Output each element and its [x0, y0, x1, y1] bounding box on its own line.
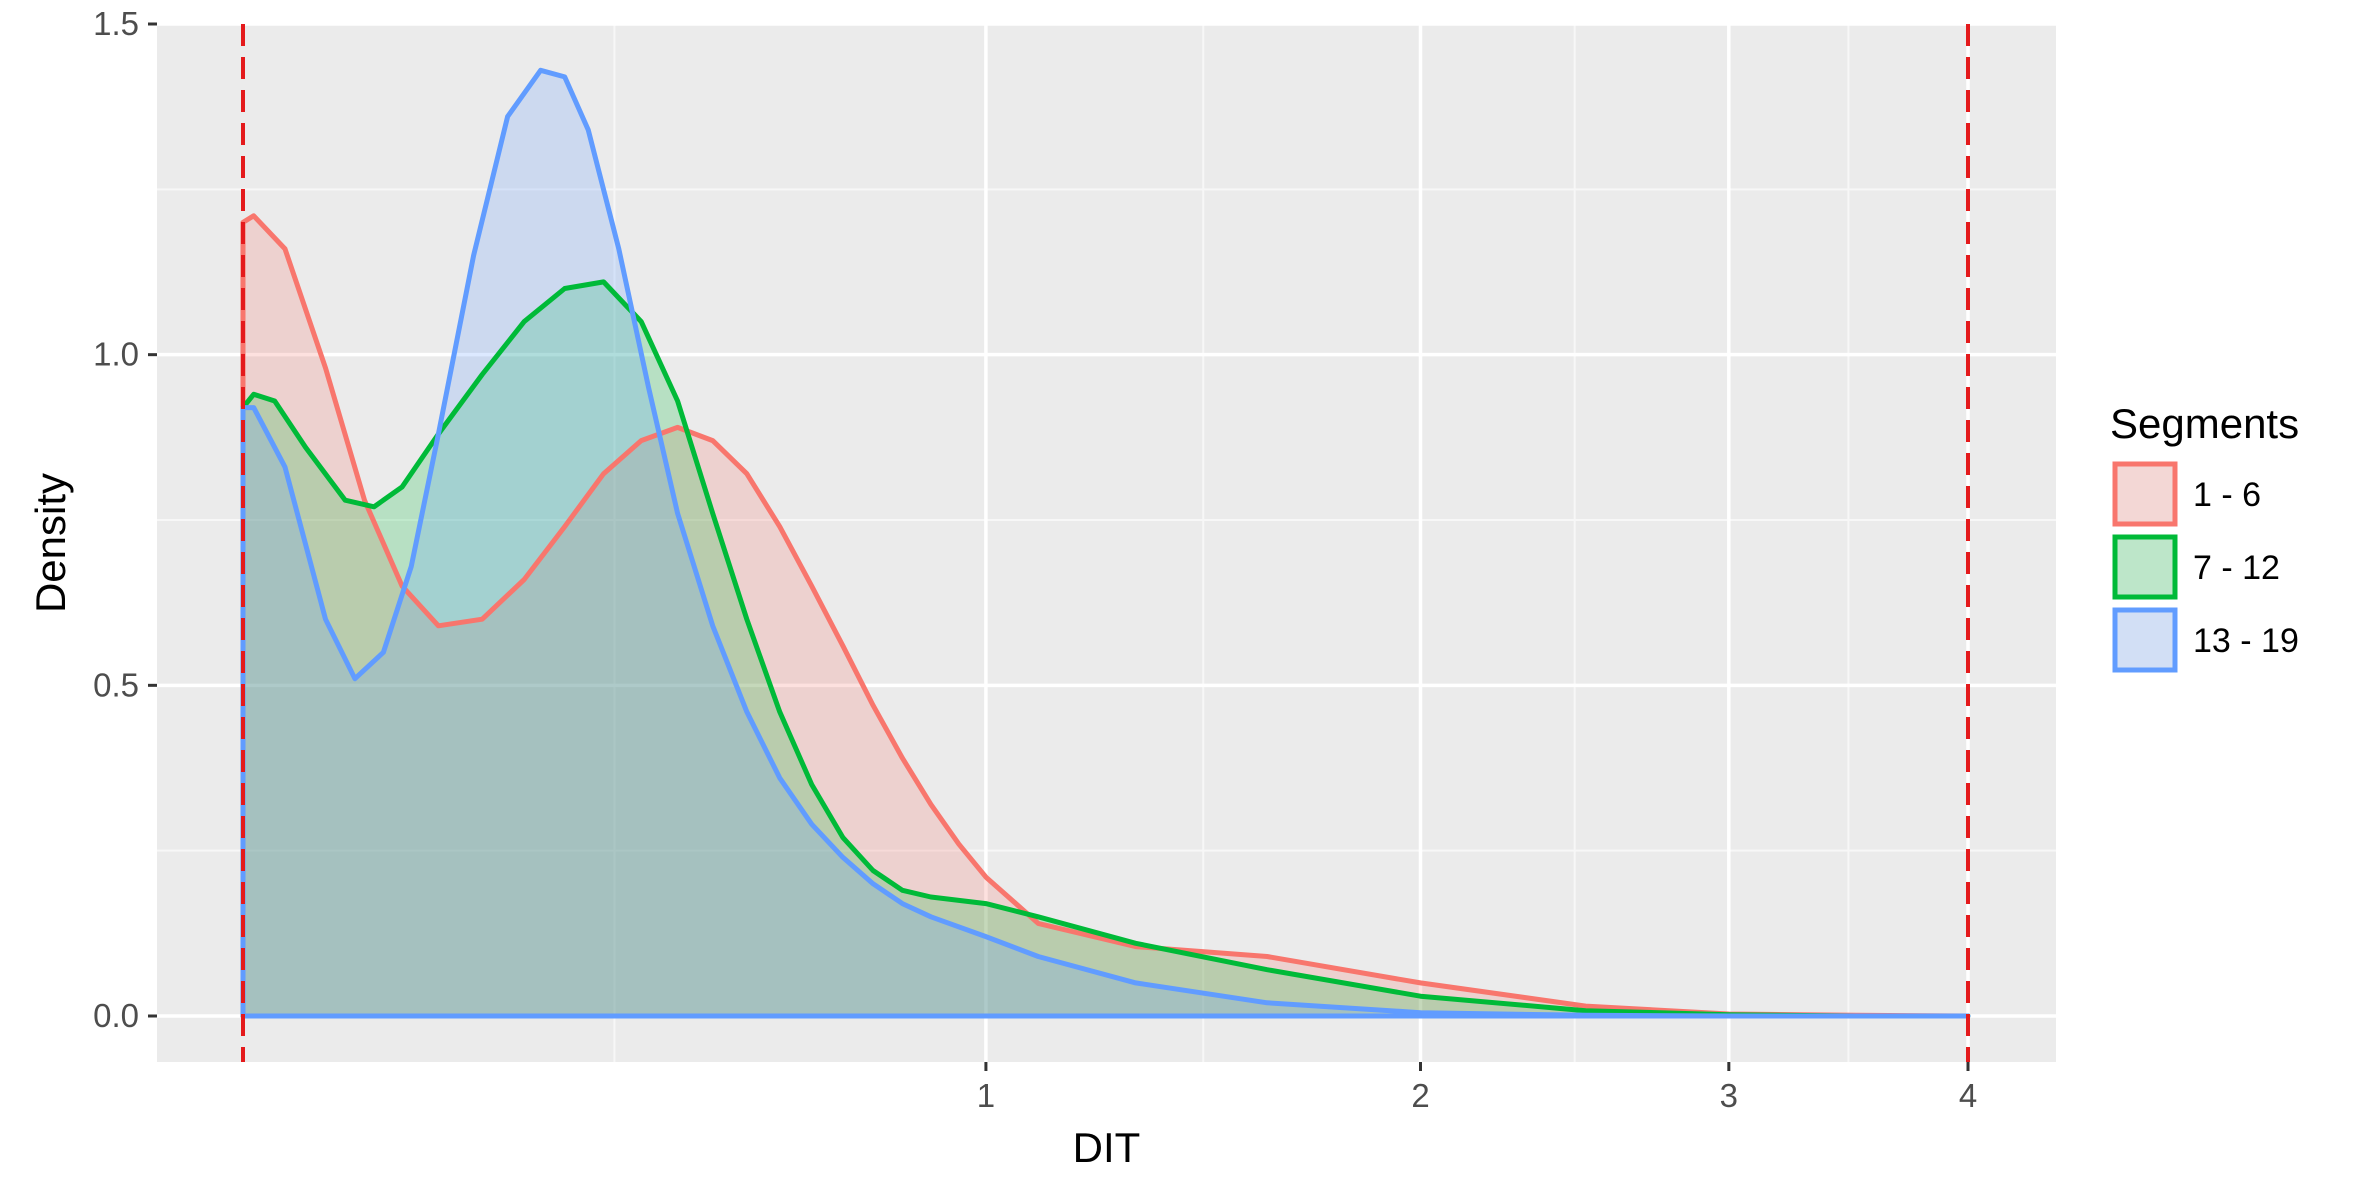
density-area-series-3	[243, 70, 1968, 1017]
legend-key-background	[2113, 462, 2177, 526]
legend-label-3: 13 - 19	[2193, 622, 2299, 660]
density-line-series-3	[240, 67, 1971, 1019]
x-tick-label: 2	[1411, 1077, 1429, 1114]
legend-key-1	[2112, 461, 2178, 527]
density-area-series-2	[243, 281, 1968, 1016]
x-tick-label: 3	[1720, 1077, 1738, 1114]
legend-label-1: 1 - 6	[2193, 476, 2261, 514]
legend-label-2: 7 - 12	[2193, 549, 2280, 587]
y-tick-label: 1.0	[93, 336, 139, 373]
y-tick-label: 0.5	[93, 666, 139, 703]
legend-key-background	[2113, 535, 2177, 599]
legend: Segments 1 - 6 7 - 12 13 - 19	[2110, 400, 2299, 673]
legend-key-background	[2113, 608, 2177, 672]
density-area-series-1	[243, 215, 1968, 1017]
minor-gridlines	[157, 24, 2056, 1062]
density-line-series-2	[240, 279, 1971, 1019]
density-areas	[243, 70, 1968, 1017]
legend-title: Segments	[2110, 400, 2299, 447]
x-tick-label: 1	[977, 1077, 995, 1114]
y-tick-label: 0.0	[93, 997, 139, 1034]
y-axis-title: Density	[27, 473, 74, 613]
x-tick-label: 4	[1959, 1077, 1977, 1114]
x-axis: 1 2 3 4	[977, 1062, 1977, 1114]
plot-panel	[157, 24, 2056, 1062]
x-axis-title: DIT	[1073, 1124, 1141, 1171]
y-axis: 0.0 0.5 1.0 1.5	[93, 5, 157, 1034]
legend-key-3	[2112, 607, 2178, 673]
density-line-series-1	[240, 213, 1971, 1019]
reference-lines	[241, 24, 1970, 1062]
legend-key-2	[2112, 534, 2178, 600]
density-lines	[240, 67, 1971, 1019]
y-tick-label: 1.5	[93, 5, 139, 42]
